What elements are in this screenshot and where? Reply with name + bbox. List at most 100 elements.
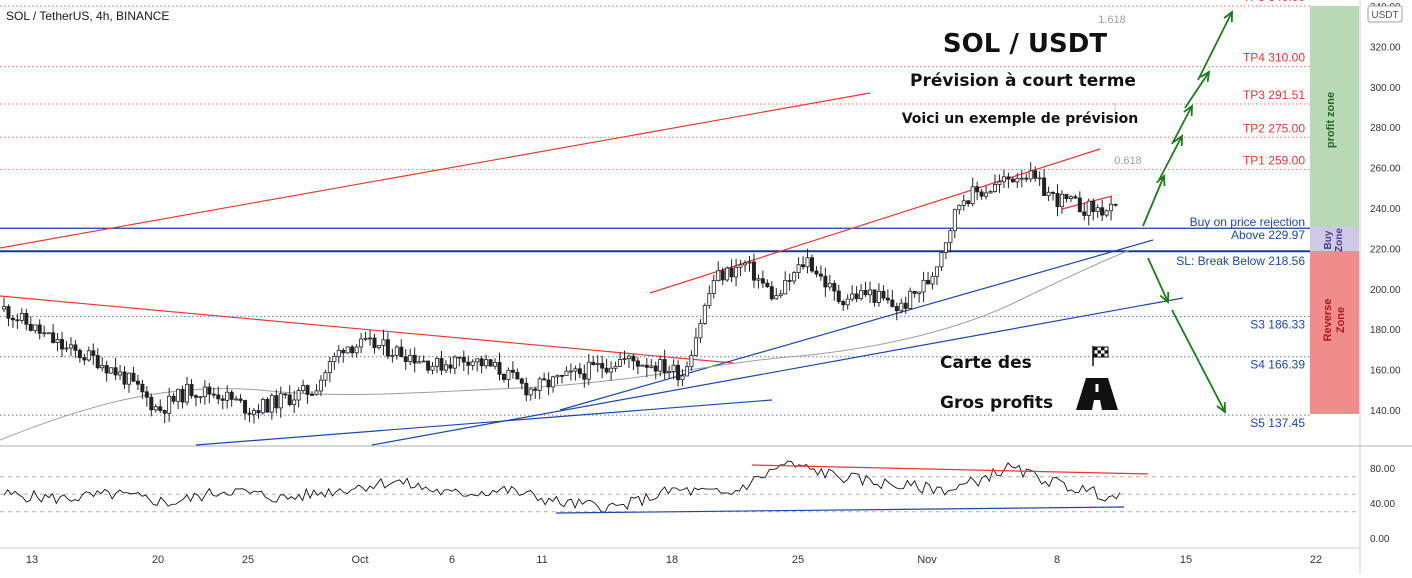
- candle-body: [475, 358, 480, 363]
- candle-body: [417, 361, 422, 364]
- candle-body: [501, 373, 506, 380]
- candle-body: [109, 367, 114, 374]
- candle-body: [863, 290, 868, 296]
- currency-badge[interactable]: [1367, 5, 1403, 23]
- candle-body: [60, 339, 65, 350]
- price-tick-label: 300.00: [1370, 83, 1401, 94]
- candle-body: [814, 270, 819, 275]
- candle-body: [408, 354, 413, 362]
- candle-body: [702, 305, 707, 324]
- candle-body: [193, 395, 198, 398]
- candle-body: [461, 356, 466, 363]
- candle-body: [131, 372, 136, 382]
- candle-body: [680, 375, 685, 381]
- price-tick-label: 260.00: [1370, 164, 1401, 175]
- candle-body: [135, 380, 140, 385]
- candle-body: [167, 395, 172, 414]
- candle-body: [658, 359, 663, 372]
- fib-1618-label: 1.618: [1098, 14, 1126, 26]
- reverse-zone: [1310, 251, 1359, 414]
- target-level-label: TP2 275.00: [1243, 121, 1305, 135]
- symbol-header: SOL / TetherUS, 4h, BINANCE: [6, 9, 169, 23]
- candle-body: [1046, 191, 1051, 197]
- buy-zone-label-2: Zone: [1334, 228, 1345, 252]
- candle-body: [140, 383, 145, 393]
- candle-body: [1109, 203, 1114, 212]
- candle-body: [1051, 191, 1056, 194]
- candle-body: [506, 369, 511, 380]
- forecast-up-arrowhead: [1173, 134, 1183, 147]
- candle-body: [765, 282, 770, 288]
- candle-body: [220, 398, 225, 401]
- candle-body: [908, 290, 913, 309]
- time-tick-label: 22: [1310, 554, 1322, 566]
- candle-body: [836, 290, 841, 302]
- red-channel-top: [0, 92, 871, 249]
- candle-body: [595, 363, 600, 366]
- time-tick-label: 18: [666, 554, 678, 566]
- candle-body: [626, 355, 631, 360]
- candle-body: [528, 388, 533, 396]
- candle-body: [975, 186, 980, 193]
- candle-body: [551, 376, 556, 388]
- rsi-pane: [0, 460, 1360, 514]
- candle-body: [301, 385, 306, 391]
- candle-body: [488, 359, 493, 367]
- candle-body: [555, 374, 560, 378]
- candle-body: [591, 361, 596, 366]
- forecast-up-arrowhead: [1155, 174, 1166, 187]
- forecast-down-arrowhead: [1216, 401, 1226, 414]
- candle-body: [207, 386, 212, 395]
- buy-above-label: Above 229.97: [1231, 228, 1305, 242]
- candle-body: [805, 257, 810, 268]
- candle-body: [390, 354, 395, 357]
- candle-body: [269, 395, 274, 413]
- candle-body: [287, 394, 292, 406]
- forecast-down-arrow: [1147, 257, 1169, 303]
- support-level-label: S3 186.33: [1250, 317, 1305, 331]
- candle-body: [618, 359, 623, 367]
- candle-body: [470, 361, 475, 366]
- candle-body: [399, 346, 404, 358]
- candle-body: [635, 360, 640, 367]
- candle-body: [153, 406, 158, 411]
- candle-body: [448, 364, 453, 369]
- candle-body: [359, 338, 364, 348]
- forecast-up-arrowhead: [1183, 104, 1193, 117]
- time-tick-label: 13: [26, 554, 38, 566]
- currency-badge-label: USDT: [1371, 10, 1398, 21]
- buy-zone-label-1: Buy: [1323, 230, 1334, 249]
- candle-body: [903, 302, 908, 309]
- candle-body: [711, 280, 716, 294]
- candle-body: [921, 279, 926, 293]
- candle-body: [484, 359, 489, 367]
- candle-body: [515, 371, 520, 380]
- candle-body: [684, 366, 689, 377]
- candle-body: [86, 350, 91, 361]
- price-tick-label: 240.00: [1370, 204, 1401, 215]
- stop-loss-label: SL: Break Below 218.56: [1176, 254, 1305, 268]
- blue-lower-trend: [195, 399, 773, 446]
- target-level-label: TP5 340.00: [1243, 0, 1305, 4]
- candle-body: [6, 306, 11, 319]
- time-tick-label: 20: [152, 554, 164, 566]
- red-falling-resistance: [0, 295, 734, 364]
- candle-body: [671, 364, 676, 372]
- candle-body: [644, 364, 649, 368]
- candle-body: [403, 356, 408, 362]
- candle-body: [46, 332, 51, 335]
- blue-rising-support: [559, 239, 1154, 411]
- candle-body: [957, 204, 962, 211]
- time-tick-label: Nov: [917, 554, 937, 566]
- candle-body: [939, 252, 944, 268]
- candle-body: [310, 394, 315, 396]
- candle-body: [122, 371, 127, 385]
- candle-body: [251, 410, 256, 415]
- candle-body: [988, 191, 993, 194]
- candle-body: [91, 350, 96, 356]
- candle-body: [216, 394, 221, 400]
- time-axis[interactable]: 13 20 25 Oct 6 11 18 25 Nov 8 15 22: [26, 554, 1322, 566]
- candle-body: [314, 390, 319, 395]
- rsi-tick-label: 0.00: [1370, 534, 1390, 545]
